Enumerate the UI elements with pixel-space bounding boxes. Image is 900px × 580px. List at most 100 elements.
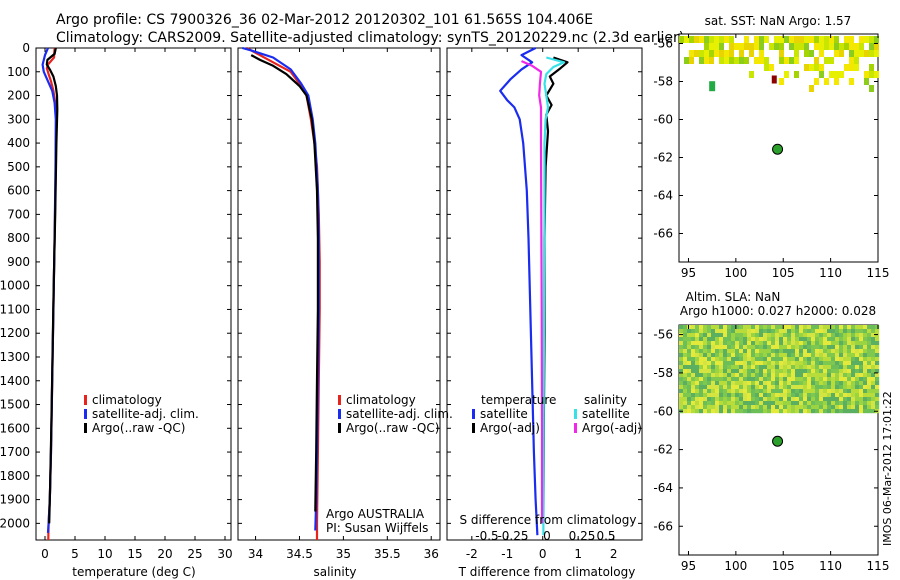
sst-cell — [779, 57, 784, 64]
sla-cell — [839, 381, 844, 386]
sla-cell — [719, 393, 724, 398]
sla-cell — [723, 329, 728, 334]
x-axis-label: temperature (deg C) — [72, 565, 195, 579]
sla-cell — [715, 369, 720, 374]
sla-cell — [739, 385, 744, 390]
sla-cell — [867, 401, 872, 406]
sst-cell — [679, 36, 684, 43]
map-x-tick-label: 105 — [772, 559, 795, 573]
sla-cell — [855, 385, 860, 390]
sla-cell — [799, 365, 804, 370]
sla-cell — [799, 337, 804, 342]
sla-cell — [711, 369, 716, 374]
sla-cell — [787, 349, 792, 354]
sst-cell — [809, 36, 814, 43]
sla-cell — [867, 373, 872, 378]
sla-cell — [811, 333, 816, 338]
sla-cell — [795, 405, 800, 410]
sst-cell — [814, 57, 819, 64]
sla-cell — [795, 369, 800, 374]
sla-cell — [803, 409, 808, 414]
sla-cell — [835, 357, 840, 362]
sla-cell — [735, 409, 740, 414]
s-tick-label: 0.25 — [569, 529, 596, 543]
sla-cell — [703, 337, 708, 342]
sla-cell — [695, 405, 700, 410]
sla-cell — [775, 393, 780, 398]
sla-cell — [707, 349, 712, 354]
sst-cell — [714, 36, 719, 43]
sla-cell — [835, 325, 840, 330]
sla-cell — [771, 397, 776, 402]
sla-cell — [723, 385, 728, 390]
sst-cell — [849, 43, 854, 50]
sla-cell — [699, 389, 704, 394]
y-tick-label: 1400 — [0, 374, 30, 388]
sla-cell — [763, 369, 768, 374]
sla-cell — [747, 341, 752, 346]
sla-cell — [695, 369, 700, 374]
sla-cell — [687, 397, 692, 402]
map-y-tick-label: -56 — [653, 37, 673, 51]
sla-cell — [771, 353, 776, 358]
sla-cell — [691, 373, 696, 378]
sla-cell — [715, 357, 720, 362]
sla-cell — [727, 365, 732, 370]
sla-cell — [719, 373, 724, 378]
sla-cell — [859, 333, 864, 338]
sla-cell — [811, 349, 816, 354]
sla-cell — [815, 353, 820, 358]
sla-cell — [835, 337, 840, 342]
sla-cell — [751, 405, 756, 410]
map-x-tick-label: 110 — [819, 559, 842, 573]
sst-cell — [869, 50, 874, 57]
sla-cell — [863, 365, 868, 370]
sla-cell — [835, 341, 840, 346]
sla-cell — [763, 365, 768, 370]
sla-cell — [847, 333, 852, 338]
sla-cell — [851, 333, 856, 338]
sla-cell — [839, 389, 844, 394]
sla-cell — [855, 337, 860, 342]
sla-cell — [871, 349, 876, 354]
sla-cell — [867, 345, 872, 350]
sla-cell — [711, 349, 716, 354]
sla-cell — [791, 325, 796, 330]
map-y-tick-label: -64 — [653, 481, 673, 495]
sla-cell — [783, 405, 788, 410]
sla-cell — [807, 345, 812, 350]
sla-cell — [735, 361, 740, 366]
sla-cell — [759, 373, 764, 378]
sla-cell — [735, 341, 740, 346]
sla-cell — [811, 325, 816, 330]
sla-cell — [803, 393, 808, 398]
sst-cell — [689, 36, 694, 43]
sst-cell — [819, 64, 824, 71]
sla-cell — [803, 381, 808, 386]
sst-cell — [714, 43, 719, 50]
sla-cell — [771, 385, 776, 390]
sla-cell — [763, 409, 768, 414]
sla-cell — [807, 341, 812, 346]
map-y-tick-label: -66 — [653, 519, 673, 533]
sla-cell — [707, 329, 712, 334]
sla-cell — [827, 377, 832, 382]
sla-cell — [823, 361, 828, 366]
sla-cell — [847, 357, 852, 362]
sla-cell — [771, 333, 776, 338]
sst-cell — [829, 71, 834, 78]
sst-cell — [849, 64, 854, 71]
sla-cell — [751, 369, 756, 374]
sla-cell — [871, 341, 876, 346]
sla-cell — [815, 377, 820, 382]
argo-float-marker — [772, 435, 784, 447]
sla-cell — [683, 329, 688, 334]
annotation: Argo AUSTRALIA — [326, 507, 425, 521]
x-tick-label: 5 — [71, 547, 79, 561]
sla-cell — [787, 385, 792, 390]
sla-cell — [755, 381, 760, 386]
legend-swatch — [338, 409, 341, 419]
sla-cell — [699, 381, 704, 386]
sla-cell — [723, 381, 728, 386]
sst-cell — [829, 57, 834, 64]
